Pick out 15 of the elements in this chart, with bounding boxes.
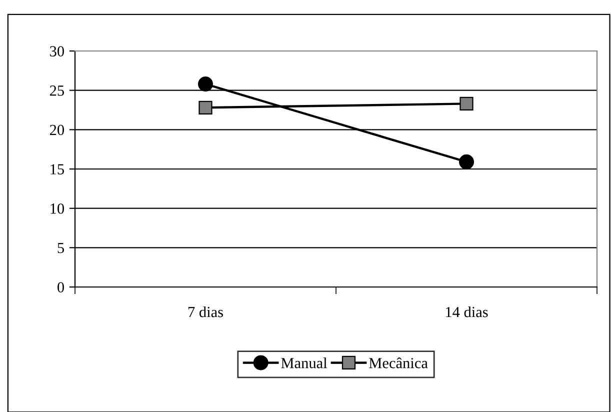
y-tick-label: 20 <box>50 124 64 136</box>
x-tick-label: 7 dias <box>188 306 223 318</box>
legend-label: Mecânica <box>369 357 428 368</box>
point <box>198 76 213 92</box>
point <box>460 96 474 111</box>
y-tick-label: 0 <box>58 282 64 292</box>
legend-label: Manual <box>281 357 328 368</box>
y-tick-label: 25 <box>50 86 64 96</box>
x-tick-label: 14 dias <box>446 306 488 318</box>
point <box>459 154 474 170</box>
y-tick-label: 15 <box>50 164 64 174</box>
y-tick-label: 10 <box>50 203 64 214</box>
y-tick-label: 30 <box>50 46 64 56</box>
point <box>198 100 212 114</box>
y-tick-label: 5 <box>58 242 64 254</box>
